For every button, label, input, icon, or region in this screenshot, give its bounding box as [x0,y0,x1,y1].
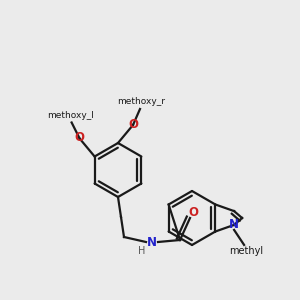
Text: O: O [188,206,198,220]
Text: methoxy_r: methoxy_r [117,98,165,106]
Text: O: O [128,118,138,130]
Text: H: H [138,246,146,256]
Text: O: O [75,131,85,144]
Text: N: N [229,218,239,231]
Text: methoxy_l: methoxy_l [47,111,94,120]
Text: methyl: methyl [229,246,263,256]
Text: N: N [147,236,157,248]
